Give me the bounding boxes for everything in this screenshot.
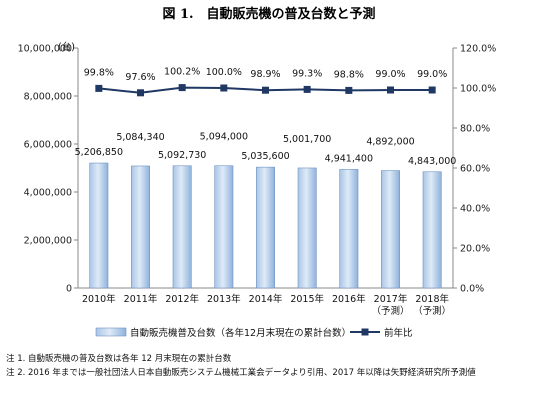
line-marker [262, 86, 269, 94]
line-value-label: 100.0% [206, 67, 242, 78]
x-tick-label: 2017年 [374, 293, 408, 305]
data-labels: 5,206,850 5,084,340 5,092,730 5,094,000 5,03… [75, 67, 457, 167]
x-tick-label: 2014年 [249, 293, 283, 305]
line-value-label: 99.3% [292, 68, 322, 79]
footnotes: 注 1. 自動販売機の普及台数は各年 12 月末現在の累計台数 注 2. 201… [6, 352, 534, 380]
footnote-2: 注 2. 2016 年までは一般社団法人日本自動販売システム機械工業会データより… [6, 368, 476, 378]
line-value-label: 98.9% [250, 69, 280, 80]
bar [422, 171, 442, 289]
bar [131, 165, 150, 289]
right-tick-label: 0.0% [460, 284, 484, 295]
footnote-1: 注 1. 自動販売機の普及台数は各年 12 月末現在の累計台数 [6, 354, 232, 364]
x-tick-label: （予測） [371, 305, 409, 317]
left-axis-unit: (台) [58, 41, 75, 53]
bar [214, 165, 234, 289]
bar-series [89, 162, 442, 289]
bar-value-label: 5,094,000 [200, 132, 248, 143]
line-value-label: 99.0% [375, 69, 405, 80]
bar-value-label: 5,084,340 [116, 132, 164, 143]
x-tick-label: 2018年 [415, 293, 449, 305]
line-marker [95, 84, 103, 92]
bar [172, 165, 192, 289]
line-marker [137, 89, 144, 97]
x-tick-label: 2013年 [207, 293, 241, 305]
right-tick-label: 60.0% [460, 164, 490, 175]
line-value-label: 99.8% [84, 67, 114, 78]
line-value-label: 100.2% [164, 67, 200, 78]
chart-title: 図 1. 自動販売機の普及台数と予測 [162, 6, 375, 22]
line-value-label: 98.8% [334, 69, 364, 80]
line-marker [178, 84, 186, 92]
bar [339, 169, 359, 289]
right-tick-label: 20.0% [460, 244, 490, 255]
x-tick-label: 2016年 [332, 293, 366, 305]
x-axis-ticks: 2010年 2011年 2012年 2013年 2014年 2015年 2016年 2017年… [82, 293, 451, 317]
line-marker [220, 84, 228, 92]
bar-value-label: 4,843,000 [408, 156, 456, 167]
bar-value-label: 4,892,000 [366, 137, 414, 148]
x-tick-label: 2011年 [124, 293, 158, 305]
x-tick-label: 2012年 [165, 293, 199, 305]
bar [381, 170, 400, 289]
vending-machine-chart: 図 1. 自動販売機の普及台数と予測 (台) 0 2,000,000 4,000,0… [18, 6, 497, 339]
left-tick-label: 8,000,000 [24, 92, 72, 103]
right-tick-label: 100.0% [460, 84, 496, 95]
right-tick-label: 80.0% [460, 124, 490, 135]
bar [297, 167, 317, 289]
legend-bar-swatch [95, 327, 127, 337]
x-tick-label: （予測） [413, 305, 451, 317]
left-tick-label: 10,000,000 [18, 44, 72, 55]
x-tick-label: 2015年 [290, 293, 324, 305]
x-tick-label: 2010年 [82, 293, 116, 305]
bar-value-label: 5,092,730 [158, 150, 206, 161]
left-tick-label: 2,000,000 [24, 236, 72, 247]
bar [256, 166, 275, 289]
line-marker [387, 86, 394, 94]
left-tick-label: 0 [66, 284, 72, 295]
line-series [95, 84, 436, 97]
legend-line-label: 前年比 [384, 327, 413, 339]
line-value-label: 99.0% [417, 69, 447, 80]
bar-value-label: 5,035,600 [241, 151, 289, 162]
line-marker [345, 86, 353, 94]
line-marker [428, 86, 436, 94]
line-value-label: 97.6% [125, 72, 155, 83]
bar-value-label: 4,941,400 [325, 153, 373, 164]
legend-line-marker [361, 328, 369, 336]
line-marker [303, 85, 311, 93]
left-tick-label: 6,000,000 [24, 140, 72, 151]
bar-value-label: 5,206,850 [75, 147, 123, 158]
legend-bar-label: 自動販売機普及台数（各年12月末現在の累計台数） [130, 327, 351, 339]
bar-value-label: 5,001,700 [283, 134, 331, 145]
legend: 自動販売機普及台数（各年12月末現在の累計台数） 前年比 [95, 327, 413, 339]
right-tick-label: 40.0% [460, 204, 490, 215]
left-tick-label: 4,000,000 [24, 188, 72, 199]
right-tick-label: 120.0% [460, 44, 496, 55]
bar [89, 162, 109, 289]
